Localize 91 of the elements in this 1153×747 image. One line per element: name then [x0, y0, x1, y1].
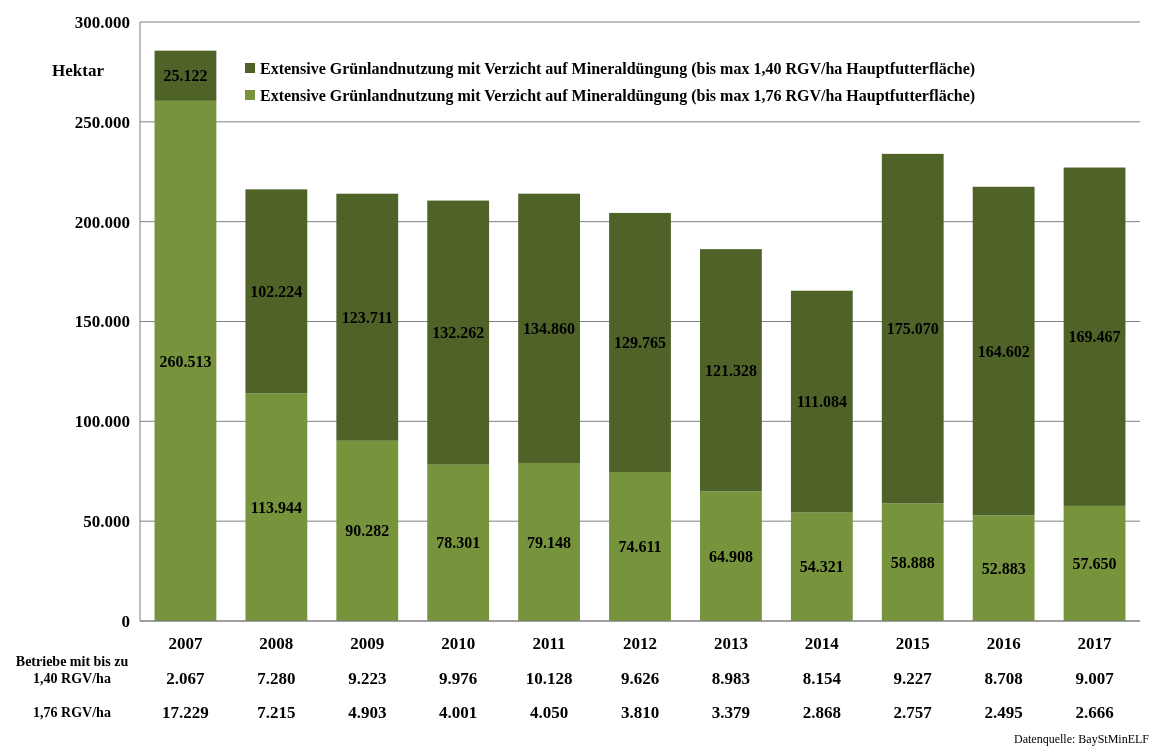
bar [245, 393, 308, 621]
data-label: 74.611 [618, 538, 662, 556]
data-label: 175.070 [886, 320, 939, 338]
text: 7.280 [257, 668, 296, 688]
data-label: 121.328 [704, 361, 757, 379]
bar [154, 100, 217, 621]
bar [972, 186, 1035, 516]
text: 2.067 [166, 668, 206, 688]
text: 9.227 [893, 668, 933, 688]
text: 8.154 [802, 668, 842, 688]
data-label: 164.602 [977, 342, 1030, 360]
x-tick-label: 2013 [713, 633, 748, 653]
y-tick-label: 0 [121, 611, 130, 631]
text: 9.007 [1075, 668, 1115, 688]
bar [518, 193, 580, 463]
text: Datenquelle: BayStMinELF [1014, 732, 1150, 747]
text: 8.983 [711, 668, 751, 688]
y-tick-label: 300.000 [74, 12, 130, 32]
data-label: 58.888 [890, 553, 935, 571]
bar [154, 50, 217, 101]
legend-label: Extensive Grünlandnutzung mit Verzicht auf Mineraldüngung (bis max 1,76 RGV/ha Hauptfutterfläche) [260, 86, 976, 105]
bar [700, 491, 762, 621]
data-label: 79.148 [527, 533, 572, 551]
data-label: 123.711 [341, 308, 393, 326]
data-label: 90.282 [345, 522, 390, 540]
x-tick-label: 2011 [532, 633, 566, 653]
x-tick-label: 2016 [986, 633, 1021, 653]
text: 17.229 [162, 702, 209, 722]
bar [700, 249, 762, 492]
x-tick-label: 2017 [1077, 633, 1113, 653]
bar [427, 200, 490, 465]
y-tick-label: 150.000 [74, 312, 130, 332]
data-label: 111.084 [796, 393, 847, 411]
bar [790, 512, 853, 621]
bar [881, 153, 944, 504]
bar [336, 440, 399, 621]
text: 2.757 [893, 702, 933, 722]
y-tick-label: 100.000 [74, 412, 130, 432]
x-tick-label: 2012 [623, 633, 657, 653]
text: 9.976 [439, 668, 478, 688]
data-label: 132.262 [432, 324, 485, 342]
data-label: 52.883 [981, 559, 1026, 577]
y-tick-label: 250.000 [74, 112, 130, 132]
data-label: 25.122 [163, 67, 208, 85]
y-tick-label: 50.000 [83, 512, 130, 532]
text: Betriebe mit bis zu [15, 653, 129, 669]
data-label: 113.944 [250, 498, 302, 516]
bar [427, 464, 490, 621]
text: 3.810 [620, 702, 660, 722]
data-label: 78.301 [436, 534, 481, 552]
data-label: 260.513 [159, 352, 212, 370]
data-label: 102.224 [250, 283, 303, 301]
bar [609, 472, 671, 621]
text: 7.215 [257, 702, 296, 722]
data-label: 134.860 [523, 319, 576, 337]
bar [518, 462, 580, 621]
bar [1063, 167, 1126, 506]
x-tick-label: 2007 [168, 633, 203, 653]
y-axis-title: Hektar [52, 60, 105, 80]
text: 2.666 [1075, 702, 1114, 722]
text: 4.050 [529, 702, 569, 722]
x-tick-label: 2010 [441, 633, 476, 653]
text: 2.868 [802, 702, 841, 722]
bar [972, 515, 1035, 621]
data-label: 64.908 [708, 547, 753, 565]
text: 1,40 RGV/ha [33, 670, 111, 686]
x-tick-label: 2014 [804, 633, 840, 653]
text: 2.495 [984, 702, 1023, 722]
bar [609, 212, 671, 473]
bar [881, 503, 944, 621]
text: 1,76 RGV/ha [33, 704, 111, 720]
bar [336, 193, 399, 441]
text: 4.903 [348, 702, 387, 722]
x-tick-label: 2015 [895, 633, 930, 653]
data-label: 54.321 [799, 558, 844, 576]
text: 8.708 [984, 668, 1023, 688]
text: 10.128 [525, 668, 573, 688]
x-tick-label: 2008 [259, 633, 294, 653]
text: 4.001 [439, 702, 478, 722]
y-tick-label: 200.000 [74, 212, 130, 232]
text: 9.223 [348, 668, 387, 688]
x-tick-label: 2009 [350, 633, 385, 653]
data-label: 169.467 [1068, 328, 1121, 346]
text: 3.379 [711, 702, 751, 722]
data-label: 129.765 [614, 334, 666, 352]
data-label: 57.650 [1072, 555, 1117, 573]
bar [1063, 505, 1126, 621]
bar [790, 290, 853, 513]
text: 9.626 [620, 668, 660, 688]
bar [245, 189, 308, 394]
legend-label: Extensive Grünlandnutzung mit Verzicht auf Mineraldüngung (bis max 1,40 RGV/ha Hauptfutterfläche) [260, 59, 976, 78]
